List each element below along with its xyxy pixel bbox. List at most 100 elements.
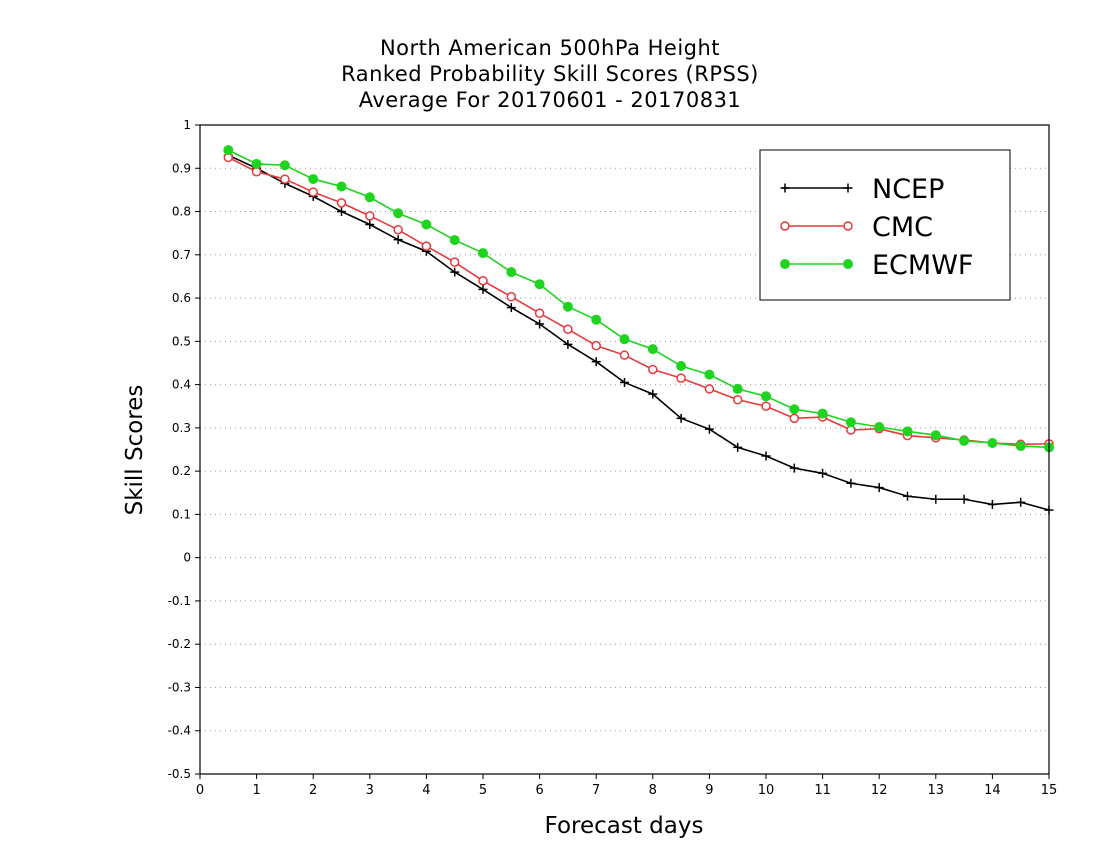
legend-ncep-point bbox=[843, 183, 853, 193]
ncep-point bbox=[959, 494, 969, 504]
ecmwf-point bbox=[647, 344, 658, 355]
y-tick-label: 0.8 bbox=[172, 205, 191, 219]
axis-layer: -0.5 -0.4 -0.3 -0.2 -0.1 0 0.1 0.2 0.3 0.4 0.5 0.6 0… bbox=[168, 118, 1058, 798]
ncep-series-line bbox=[227, 154, 1050, 511]
ncep-point bbox=[1016, 497, 1026, 507]
cmc-point bbox=[591, 340, 601, 351]
ecmwf-point bbox=[704, 369, 715, 380]
x-tick-label: 7 bbox=[592, 783, 600, 798]
cmc-point bbox=[280, 174, 290, 184]
cmc-point bbox=[336, 198, 347, 208]
cmc-point bbox=[676, 373, 686, 383]
cmc-point bbox=[789, 413, 800, 424]
ecmwf-series bbox=[223, 145, 1054, 453]
cmc-point bbox=[648, 364, 658, 375]
ecmwf-point bbox=[308, 174, 319, 185]
ecmwf-point bbox=[902, 426, 913, 437]
ecmwf-point bbox=[874, 422, 885, 433]
x-tick-label: 13 bbox=[928, 783, 945, 798]
x-tick-label: 1 bbox=[252, 783, 260, 798]
ncep-point bbox=[704, 424, 714, 434]
cmc-point bbox=[732, 394, 743, 405]
plot-frame bbox=[199, 124, 1050, 775]
y-tick-label: 0.7 bbox=[172, 248, 191, 262]
ecmwf-point bbox=[591, 314, 602, 325]
x-tick-label: 6 bbox=[535, 783, 543, 798]
ncep-point bbox=[591, 357, 601, 367]
x-tick-label: 5 bbox=[479, 783, 487, 798]
ncep-point bbox=[648, 389, 658, 399]
cmc-point bbox=[563, 324, 573, 334]
ncep-point bbox=[337, 207, 346, 217]
legend-cmc-point bbox=[780, 221, 790, 231]
cmc-point bbox=[619, 350, 630, 360]
ecmwf-point bbox=[789, 404, 800, 415]
cmc-point bbox=[761, 401, 771, 411]
y-tick-label: -0.3 bbox=[168, 680, 191, 694]
ncep-point bbox=[931, 494, 941, 504]
y-tick-label: 0 bbox=[183, 551, 191, 565]
ecmwf-point bbox=[336, 181, 347, 192]
cmc-point bbox=[478, 276, 488, 286]
legend-cmc-point bbox=[843, 221, 853, 231]
ncep-point bbox=[818, 468, 828, 478]
x-tick-label: 12 bbox=[871, 783, 888, 798]
ecmwf-point bbox=[421, 219, 432, 230]
x-tick-label: 10 bbox=[758, 783, 775, 798]
x-axis-label: Forecast days bbox=[545, 813, 704, 839]
ecmwf-point bbox=[676, 360, 687, 371]
ncep-point bbox=[761, 451, 771, 461]
y-tick-label: -0.2 bbox=[168, 637, 191, 651]
ncep-point bbox=[733, 442, 743, 452]
x-tick-label: 9 bbox=[705, 783, 713, 798]
ecmwf-point bbox=[534, 279, 545, 290]
chart-title-line-3: Average For 20170601 - 20170831 bbox=[358, 88, 742, 112]
ecmwf-point bbox=[845, 417, 856, 428]
ecmwf-point bbox=[619, 334, 630, 345]
x-tick-label: 2 bbox=[309, 783, 317, 798]
ecmwf-point bbox=[251, 158, 262, 169]
y-tick-label: 0.6 bbox=[172, 291, 191, 305]
x-tick-label: 4 bbox=[422, 783, 430, 798]
cmc-point bbox=[534, 308, 545, 318]
legend-ecmwf-point bbox=[843, 259, 853, 269]
ecmwf-point bbox=[449, 235, 460, 246]
ncep-point bbox=[450, 267, 460, 277]
cmc-point bbox=[308, 187, 318, 197]
legend-ecmwf-point bbox=[780, 259, 790, 269]
ecmwf-point bbox=[732, 383, 743, 394]
y-tick-label: 0.9 bbox=[172, 161, 191, 175]
ncep-point bbox=[506, 303, 516, 313]
legend: NCEP CMC ECMWF bbox=[759, 149, 1011, 301]
ecmwf-point bbox=[930, 430, 941, 441]
ecmwf-point bbox=[279, 160, 290, 171]
ncep-point bbox=[478, 284, 488, 294]
cmc-point bbox=[421, 241, 432, 251]
ecmwf-point bbox=[987, 438, 998, 449]
ecmwf-point bbox=[1015, 441, 1026, 452]
x-tick-label: 15 bbox=[1041, 783, 1058, 798]
ecmwf-point bbox=[761, 391, 771, 402]
y-tick-label: 0.2 bbox=[172, 464, 191, 478]
y-tick-label: 0.4 bbox=[172, 378, 191, 392]
x-tick-label: 11 bbox=[814, 783, 831, 798]
ncep-point bbox=[903, 491, 912, 501]
ecmwf-point bbox=[478, 248, 488, 259]
ncep-point bbox=[987, 499, 997, 509]
legend-ncep-point bbox=[780, 183, 790, 193]
y-tick-label: 0.3 bbox=[172, 421, 191, 435]
legend-ecmwf-label: ECMWF bbox=[872, 250, 973, 281]
ncep-point bbox=[620, 377, 629, 387]
ncep-point bbox=[563, 339, 573, 349]
ecmwf-point bbox=[223, 145, 234, 156]
ncep-point bbox=[365, 220, 375, 230]
cmc-point bbox=[365, 211, 375, 221]
y-tick-label: -0.1 bbox=[168, 594, 191, 608]
x-tick-label: 0 bbox=[196, 783, 204, 798]
ncep-point bbox=[393, 235, 403, 245]
legend-ncep-label: NCEP bbox=[872, 174, 944, 205]
ncep-point bbox=[874, 483, 884, 493]
legend-box bbox=[759, 149, 1011, 301]
ecmwf-point bbox=[562, 301, 573, 312]
